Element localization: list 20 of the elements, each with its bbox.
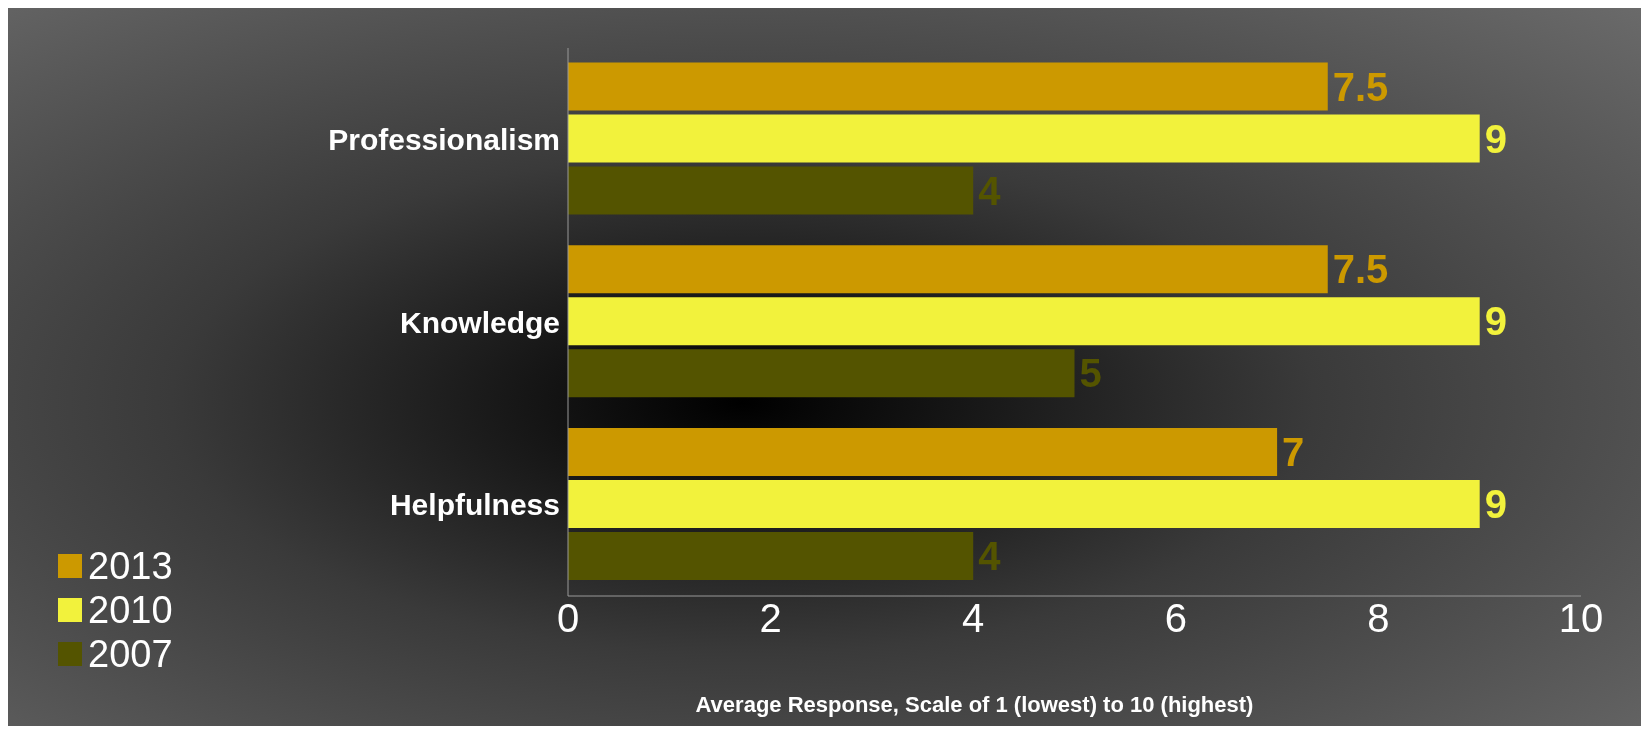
data-label: 7 (1282, 430, 1305, 475)
x-tick-label: 4 (962, 596, 985, 641)
data-label: 9 (1484, 116, 1507, 161)
data-label: 9 (1484, 299, 1507, 344)
x-tick-label: 6 (1164, 596, 1187, 641)
legend-label: 2007 (88, 632, 173, 676)
data-label: 7.5 (1332, 64, 1389, 109)
data-label: 7.5 (1332, 247, 1389, 292)
legend-label: 2010 (88, 588, 173, 632)
x-axis-title: Average Response, Scale of 1 (lowest) to 10 (highest) (694, 692, 1255, 718)
y-tick-label: Professionalism (328, 122, 560, 156)
y-tick-label: Knowledge (399, 305, 560, 339)
y-tick-label: Helpfulness (389, 488, 560, 522)
x-tick-label: 2 (759, 596, 782, 641)
data-label: 4 (978, 168, 1002, 213)
data-label: 9 (1484, 482, 1507, 527)
x-tick-label: 8 (1367, 596, 1390, 641)
x-tick-label: 10 (1558, 596, 1604, 641)
legend-label: 2013 (88, 544, 173, 588)
x-tick-label: 0 (556, 596, 580, 641)
